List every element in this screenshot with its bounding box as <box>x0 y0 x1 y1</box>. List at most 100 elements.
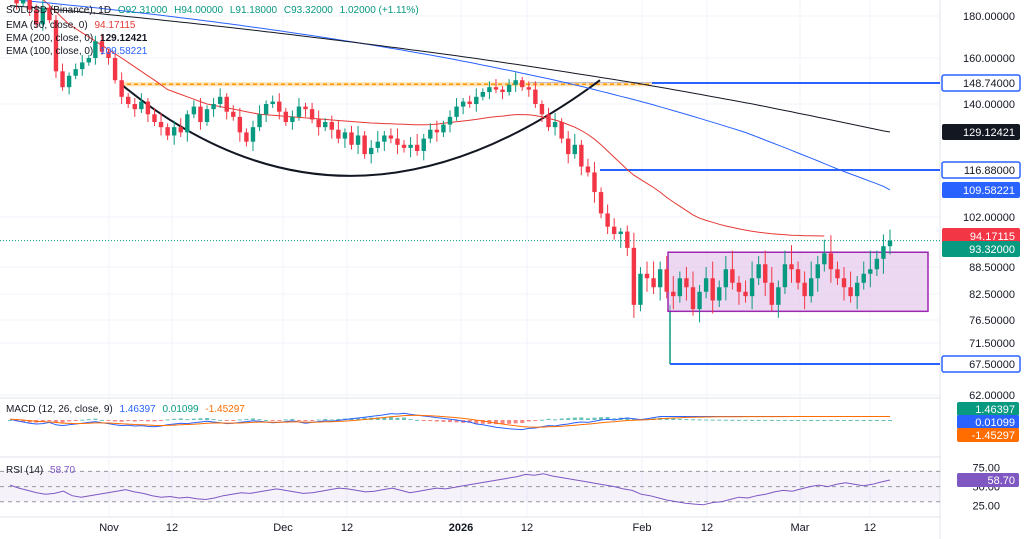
candle-body <box>789 264 794 270</box>
macd-histogram-bar <box>152 420 157 422</box>
candle-body <box>546 114 551 128</box>
cup-arc <box>119 79 601 177</box>
candle-body <box>454 106 459 117</box>
macd-histogram-bar <box>855 419 860 421</box>
macd-histogram-bar <box>717 419 722 421</box>
macd-histogram-bar <box>671 418 676 420</box>
candle-body <box>382 135 387 142</box>
candle-body <box>854 282 860 297</box>
candle-body <box>808 278 814 297</box>
macd-histogram-bar <box>21 420 26 422</box>
candle-body <box>763 264 768 283</box>
candle-body <box>447 116 453 125</box>
macd-histogram-bar <box>513 420 518 424</box>
macd-histogram-bar <box>500 420 505 424</box>
candle-body <box>769 282 774 305</box>
candle-body <box>132 104 137 110</box>
ema100-value: 109.58221 <box>100 46 148 57</box>
macd-histogram-bar <box>132 420 137 422</box>
candle-body <box>303 106 308 110</box>
candle-body <box>861 273 866 283</box>
price-tick-label: 88.50000 <box>969 262 1015 274</box>
candle-body <box>611 226 617 234</box>
ema200-legend: EMA (200, close, 0) 129.12421 <box>6 33 151 44</box>
macd-histogram-bar <box>612 418 617 420</box>
macd-histogram-bar <box>113 420 118 422</box>
candle-body <box>231 111 236 117</box>
macd-histogram-bar <box>815 419 820 421</box>
candle-body <box>290 116 295 123</box>
candle-body <box>841 278 847 288</box>
candle-body <box>47 7 52 21</box>
ema100-legend: EMA (100, close, 0) 109.58221 <box>6 46 151 57</box>
candle-body <box>244 132 249 142</box>
candle-body <box>152 114 157 123</box>
macd-histogram-bar <box>776 419 781 421</box>
candle-body <box>277 101 282 112</box>
macd-histogram-bar <box>270 420 275 421</box>
macd-histogram-bar <box>145 420 150 422</box>
candle-body <box>474 96 479 104</box>
candle-body <box>697 291 702 310</box>
candle-body <box>112 58 118 81</box>
level-label-box <box>941 355 1021 373</box>
macd-histogram-bar <box>323 418 328 420</box>
candle-body <box>53 20 59 72</box>
macd-histogram-bar <box>868 419 873 421</box>
macd-histogram-bar <box>250 418 255 420</box>
time-tick-label: Nov <box>99 522 119 534</box>
candle-body <box>868 269 873 274</box>
macd-histogram-bar <box>329 419 334 421</box>
price-tick-label: 140.00000 <box>963 99 1015 111</box>
candle-body <box>874 258 880 270</box>
time-tick-label: 12 <box>521 522 533 534</box>
macd-histogram-bar <box>185 419 190 421</box>
macd-value-label: -1.45297 <box>972 430 1015 442</box>
candle-body <box>618 231 623 234</box>
price-tick-label: 62.00000 <box>969 390 1015 402</box>
price-label: 93.32000 <box>969 244 1015 256</box>
candle-body <box>27 0 32 10</box>
macd-histogram-bar <box>93 418 98 420</box>
price-label-box <box>942 228 1020 244</box>
macd-value-label: 1.46397 <box>975 404 1015 416</box>
candle-body <box>730 269 735 283</box>
candle-body <box>93 41 98 58</box>
macd-histogram-bar <box>474 420 479 424</box>
candle-body <box>66 75 72 88</box>
rsi-tick-label: 25.00 <box>972 501 1000 513</box>
macd-histogram-bar <box>493 420 498 425</box>
candle-body <box>625 231 630 248</box>
macd-histogram-bar <box>684 419 689 421</box>
candle-body <box>664 269 669 292</box>
macd-histogram-bar <box>53 420 58 423</box>
candle-body <box>703 278 709 292</box>
macd-histogram-bar <box>697 419 702 421</box>
time-tick-label: 12 <box>864 522 876 534</box>
candle-body <box>349 132 354 145</box>
rsi-tick-label: 75.00 <box>972 463 1000 475</box>
macd-histogram-bar <box>454 420 459 423</box>
level-label: 67.50000 <box>969 359 1015 371</box>
macd-histogram-bar <box>237 419 242 421</box>
candle-body <box>815 264 820 279</box>
ohlc-open: O92.31000 <box>117 5 168 16</box>
macd-histogram-bar <box>80 419 85 421</box>
macd-histogram-bar <box>533 420 538 421</box>
candle-body <box>296 106 302 117</box>
macd-histogram-bar <box>763 419 768 421</box>
price-tick-label: 71.50000 <box>969 338 1015 350</box>
candle-body <box>428 129 433 139</box>
macd-histogram-bar <box>290 418 295 420</box>
candle-body <box>283 111 289 123</box>
symbol-name: SOLUSD (Binance), 1D <box>6 5 112 16</box>
macd-histogram-bar <box>67 420 72 422</box>
macd-histogram-bar <box>205 417 210 420</box>
candle-body <box>316 119 321 128</box>
macd-histogram-bar <box>47 420 52 421</box>
macd-histogram-bar <box>264 419 269 421</box>
macd-histogram-bar <box>8 420 12 421</box>
candle-body <box>671 291 676 297</box>
candle-body <box>644 273 650 279</box>
price-label-box <box>942 182 1020 198</box>
